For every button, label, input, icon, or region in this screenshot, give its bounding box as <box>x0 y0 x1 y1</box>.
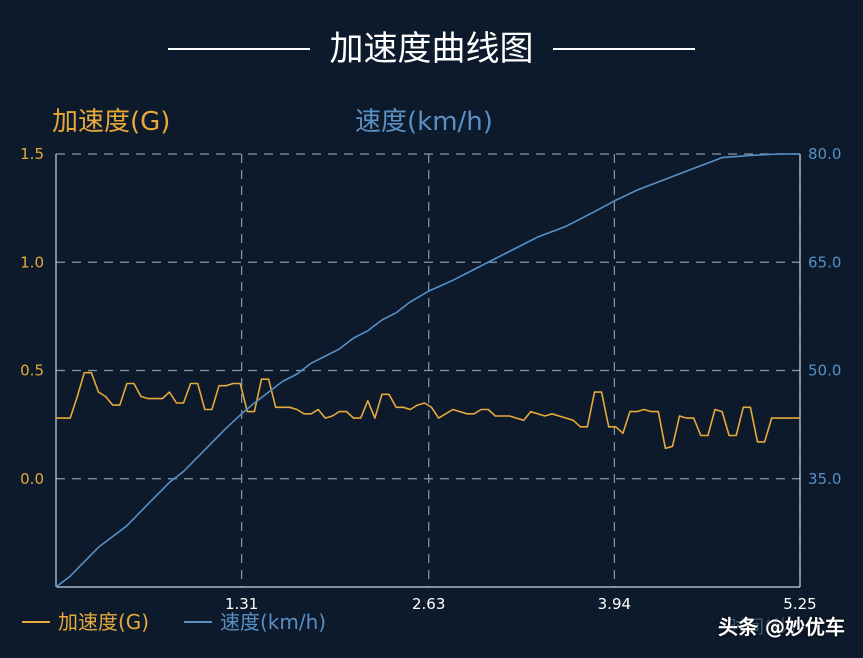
title-bar: 加速度曲线图 <box>0 24 863 74</box>
legend-acceleration-label: 加速度(G) <box>58 610 150 634</box>
right-tick-label: 80.0 <box>808 145 841 163</box>
legend-acceleration-swatch <box>22 621 50 623</box>
left-axis-title: 加速度(G) <box>52 107 171 137</box>
left-tick-label: 1.0 <box>20 253 44 271</box>
right-tick-label: 35.0 <box>808 470 841 488</box>
legend-speed-label: 速度(km/h) <box>220 610 327 634</box>
left-tick-label: 0.5 <box>20 362 44 380</box>
left-tick-label: 0.0 <box>20 470 44 488</box>
x-tick-label: 5.25 <box>783 595 816 613</box>
x-axis-title: 时间(秒) <box>728 617 796 638</box>
series-line-acceleration <box>56 371 800 450</box>
x-tick-label: 3.94 <box>598 595 631 613</box>
title-rule-right <box>553 48 695 50</box>
series-line-speed <box>55 153 800 588</box>
legend-speed: 速度(km/h) <box>184 608 326 636</box>
right-tick-label: 65.0 <box>808 253 841 271</box>
page-title: 加速度曲线图 <box>329 29 534 69</box>
watermark: 头条 @妙优车 <box>718 615 845 639</box>
right-tick-label: 50.0 <box>808 362 841 380</box>
title-rule-left <box>168 48 310 50</box>
x-tick-label: 2.63 <box>412 595 445 613</box>
x-tick-label: 1.31 <box>225 595 258 613</box>
legend-speed-swatch <box>184 621 212 623</box>
legend-acceleration: 加速度(G) <box>22 608 149 636</box>
right-axis-title: 速度(km/h) <box>355 107 493 137</box>
left-tick-label: 1.5 <box>20 145 44 163</box>
